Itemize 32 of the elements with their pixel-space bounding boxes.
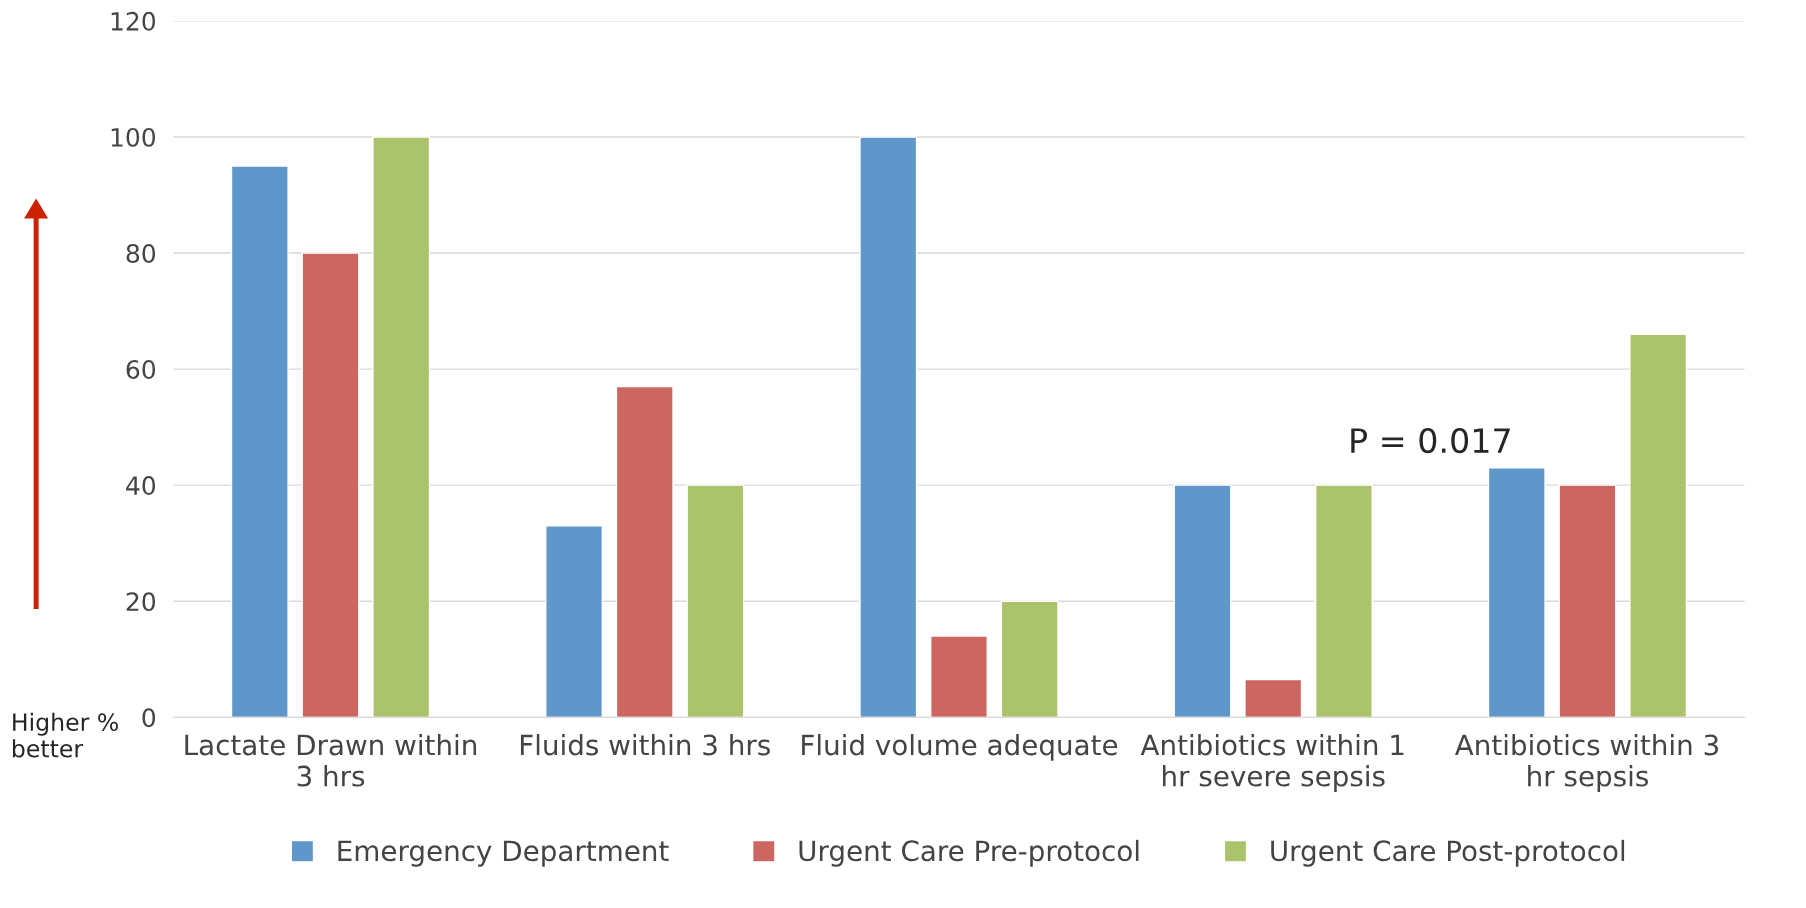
bar xyxy=(615,385,674,718)
legend-label: Urgent Care Pre-protocol xyxy=(799,839,1139,867)
bar xyxy=(1558,484,1617,718)
bar xyxy=(859,136,918,718)
legend-label: Urgent Care Post-protocol xyxy=(1271,839,1625,867)
bar xyxy=(1314,484,1373,718)
legend-label: Emergency Department xyxy=(338,840,669,867)
x-tick-label: Antibiotics within 1 hr severe sepsis xyxy=(1140,733,1404,792)
bar xyxy=(545,525,604,718)
bar xyxy=(301,252,360,718)
bar xyxy=(372,136,431,718)
y-tick-label: 120 xyxy=(111,11,156,31)
bar xyxy=(686,484,745,718)
bar xyxy=(230,165,289,718)
y-tick-label: 0 xyxy=(142,708,156,728)
x-tick-label: Antibiotics within 3 hr sepsis xyxy=(1454,733,1719,792)
bar xyxy=(930,635,988,718)
x-tick-label: Lactate Drawn within 3 hrs xyxy=(185,733,477,787)
bar xyxy=(1000,600,1059,718)
y-tick-label: 20 xyxy=(126,592,156,612)
x-tick-label: Fluid volume adequate xyxy=(802,733,1118,761)
bar xyxy=(1629,333,1688,718)
bar xyxy=(1487,467,1546,718)
bar xyxy=(1173,484,1232,718)
y-tick-label: 60 xyxy=(126,360,156,379)
y-tick-label: 40 xyxy=(126,476,156,496)
x-tick-label: Fluids within 3 hrs xyxy=(520,733,770,756)
y-tick-label: 100 xyxy=(111,127,156,147)
text: Higher % better xyxy=(12,712,118,758)
bar xyxy=(1244,678,1303,718)
annotation: P = 0.017 xyxy=(1351,427,1510,454)
y-tick-label: 80 xyxy=(126,243,156,263)
